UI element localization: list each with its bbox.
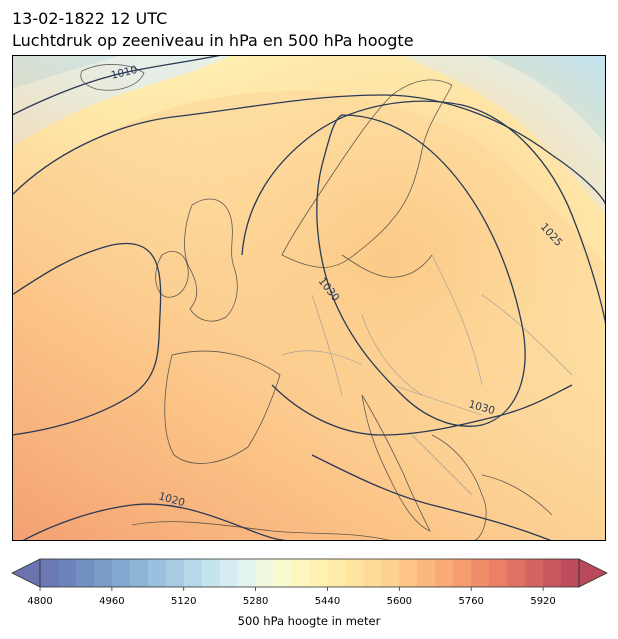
colorbar-tick-label: 5920 [530, 596, 555, 607]
colorbar-cell [165, 559, 185, 587]
colorbar-label: 500 hPa hoogte in meter [238, 614, 381, 628]
colorbar-cell [453, 559, 472, 587]
colorbar-tick-label: 5760 [458, 596, 483, 607]
baltic-coast [341, 254, 433, 278]
colorbar-cell [291, 559, 310, 587]
colorbar-cell [327, 559, 346, 587]
map-panel: 1010 1025 1030 1030 1020 [12, 55, 606, 541]
colorbar-cell [417, 559, 436, 587]
colorbar-cell [471, 559, 490, 587]
coastlines [80, 64, 553, 541]
britain-coast [184, 198, 238, 322]
colorbar-cell [309, 559, 328, 587]
colorbar: 4800 4960 5120 5280 5440 5600 5760 5920 500 hPa… [11, 558, 608, 628]
colorbar-cell [237, 559, 256, 587]
colorbar-tick-label: 5280 [243, 596, 268, 607]
colorbar-tick-label: 5120 [171, 596, 196, 607]
colorbar-cell [75, 559, 95, 587]
colorbar-cell [543, 559, 562, 587]
map-datetime: 13-02-1822 12 UTC [12, 9, 168, 28]
colorbar-cell [507, 559, 526, 587]
colorbar-cell [40, 559, 59, 587]
colorbar-cell [93, 559, 113, 587]
ireland-coast [155, 251, 189, 298]
map-title: Luchtdruk op zeeniveau in hPa en 500 hPa… [12, 31, 414, 50]
colorbar-cell [219, 559, 239, 587]
colorbar-tick-label: 5600 [387, 596, 412, 607]
north-africa-coast [131, 521, 393, 541]
colorbar-ticks: 4800 4960 5120 5280 5440 5600 5760 5920 [27, 587, 556, 607]
isobar-1010 [12, 55, 223, 116]
isobar-1025-south [311, 454, 553, 541]
colorbar-cell [273, 559, 292, 587]
colorbar-cell [129, 559, 149, 587]
colorbar-tick-label: 4960 [99, 596, 124, 607]
colorbar-tick-label: 5440 [315, 596, 340, 607]
colorbar-cell [147, 559, 167, 587]
colorbar-cell [255, 559, 274, 587]
colorbar-cell [399, 559, 418, 587]
colorbar-cell [183, 559, 203, 587]
isobar-1030 [316, 114, 526, 427]
colorbar-tick-label: 4800 [27, 596, 52, 607]
colorbar-cell [111, 559, 131, 587]
height-band-southwest [12, 55, 606, 541]
colorbar-cell [201, 559, 221, 587]
colorbar-cells [40, 559, 580, 587]
iceland-coast [80, 64, 145, 91]
isobar-1030-south [271, 384, 573, 436]
isobars [12, 55, 606, 541]
isobar-1020-south [21, 503, 293, 541]
colorbar-max-extend [578, 558, 608, 588]
colorbar-cell [57, 559, 77, 587]
colorbar-min-extend [11, 558, 41, 588]
colorbar-cell [381, 559, 400, 587]
colorbar-cell [363, 559, 382, 587]
balkans-coast [431, 434, 553, 541]
isobar-1015 [12, 94, 606, 206]
isobar-1025 [241, 100, 606, 326]
isobar-1020 [12, 242, 162, 436]
colorbar-cell [345, 559, 364, 587]
italy-coast [361, 394, 431, 532]
country-borders [281, 254, 573, 496]
colorbar-cell [435, 559, 454, 587]
map-frame [12, 55, 606, 541]
scandinavia-coast [281, 79, 453, 268]
colorbar-cell [489, 559, 508, 587]
colorbar-cell [561, 559, 580, 587]
colorbar-cell [525, 559, 544, 587]
iberia-coast [164, 350, 281, 464]
colorbar-frame [39, 558, 580, 588]
